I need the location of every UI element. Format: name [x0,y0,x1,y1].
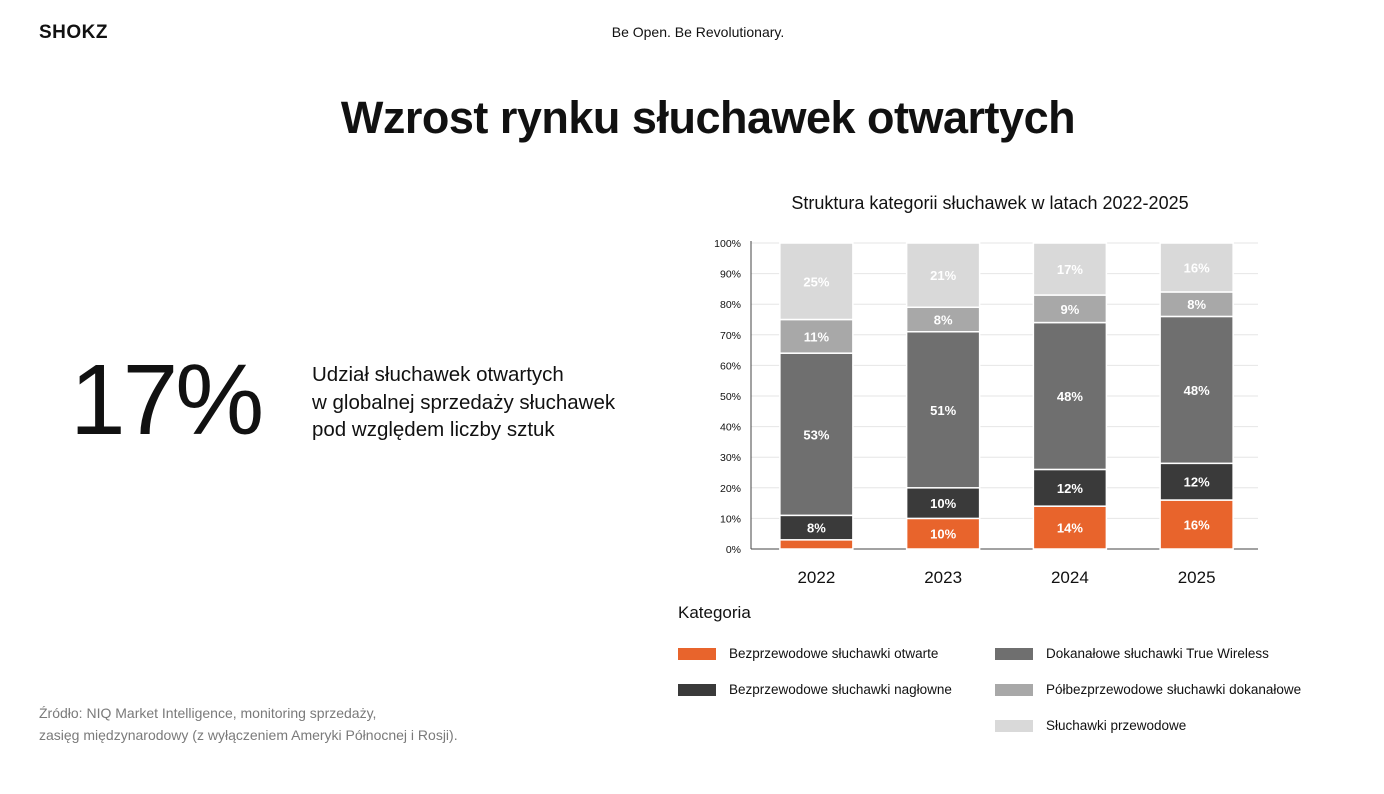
stat-description: Udział słuchawek otwartych w globalnej s… [312,361,672,444]
legend-item: Dokanałowe słuchawki True Wireless [995,646,1269,661]
legend-label: Bezprzewodowe słuchawki otwarte [729,646,939,661]
bar-segment [779,514,854,541]
legend-item: Półbezprzewodowe słuchawki dokanałowe [995,682,1301,697]
bar-segment [1032,505,1108,550]
bar-segment [905,242,981,309]
bar-segment [1032,294,1108,324]
data-label: 48% [1184,383,1210,398]
data-label: 17% [1057,262,1083,277]
y-tick-label: 80% [720,299,741,311]
source-note: Źródło: NIQ Market Intelligence, monitor… [39,702,559,746]
y-tick-label: 90% [720,269,741,281]
y-tick-label: 50% [720,391,741,403]
data-label: 12% [1184,475,1210,490]
data-label: 11% [804,329,830,344]
data-label: 8% [1187,297,1206,312]
y-tick-label: 60% [720,360,741,372]
bar-segment [1159,242,1234,293]
data-label: 12% [1057,481,1083,496]
data-label: 8% [807,521,826,536]
stat-description-line: w globalnej sprzedaży słuchawek [312,390,616,414]
data-label: 53% [803,427,829,442]
data-label: 10% [930,496,956,511]
data-label: 8% [934,313,953,328]
bar-segment [779,318,854,354]
stat-description-line: pod względem liczby sztuk [312,418,555,441]
data-label: 16% [1184,260,1210,275]
bar-segment [1159,499,1234,550]
y-tick-label: 20% [720,483,741,495]
bar-segment [1032,468,1108,507]
bar-segment [779,242,854,321]
data-label: 21% [930,268,956,283]
legend-label: Słuchawki przewodowe [1046,718,1187,733]
legend-swatch [678,683,716,696]
y-tick-label: 40% [720,422,741,434]
bar-segment [779,352,854,517]
data-label: 14% [1057,521,1083,536]
y-tick-label: 10% [720,513,741,525]
shokz-logo: SHOKZ [39,22,108,43]
stat-value: 17% [70,344,264,456]
y-tick-label: 70% [720,330,741,342]
legend-item: Bezprzewodowe słuchawki otwarte [678,646,938,661]
x-tick-label: 2023 [924,568,962,587]
y-tick-label: 30% [720,452,741,464]
legend-swatch [995,719,1033,732]
y-tick-label: 0% [726,544,741,556]
legend-label: Dokanałowe słuchawki True Wireless [1046,646,1269,661]
legend-item: Słuchawki przewodowe [995,718,1186,733]
source-line: zasięg międzynarodowy (z wyłączeniem Ame… [39,727,458,743]
bar-segment [779,539,854,550]
legend-label: Bezprzewodowe słuchawki nagłowne [729,682,952,697]
data-label: 16% [1184,518,1210,533]
bar-segment [905,330,981,489]
tagline: Be Open. Be Revolutionary. [611,24,785,40]
x-tick-label: 2022 [797,568,835,587]
data-label: 25% [803,274,829,289]
legend-label: Półbezprzewodowe słuchawki dokanałowe [1046,682,1302,697]
data-label: 51% [930,403,956,418]
data-label: 10% [930,527,956,542]
x-tick-label: 2024 [1051,568,1089,587]
x-tick-label: 2025 [1178,568,1216,587]
chart-title: Struktura kategorii słuchawek w latach 2… [791,193,1189,213]
bar-segment [1159,291,1234,318]
y-tick-label: 100% [714,238,741,250]
legend-title: Kategoria [678,603,751,622]
page-title: Wzrost rynku słuchawek otwartych [340,92,1076,143]
legend-item: Bezprzewodowe słuchawki nagłowne [678,682,952,697]
source-line: Źródło: NIQ Market Intelligence, monitor… [39,705,377,721]
data-label: 9% [1060,302,1079,317]
legend-swatch [995,683,1033,696]
bar-segment [905,517,981,550]
legend-swatch [995,647,1033,660]
bar-segment [1159,315,1234,465]
legend-swatch [678,647,716,660]
bar-segment [1032,321,1108,471]
stat-description-line: Udział słuchawek otwartych [312,363,564,386]
bar-segment [1159,462,1234,501]
stacked-bar-chart: 0% 10% 20% 30% 40% 50% 60% 70% 80% 90% 100% 8% 53% 11… [714,238,1258,587]
bar-segment [905,306,981,333]
data-label: 48% [1057,389,1083,404]
bar-segment [1032,242,1108,296]
